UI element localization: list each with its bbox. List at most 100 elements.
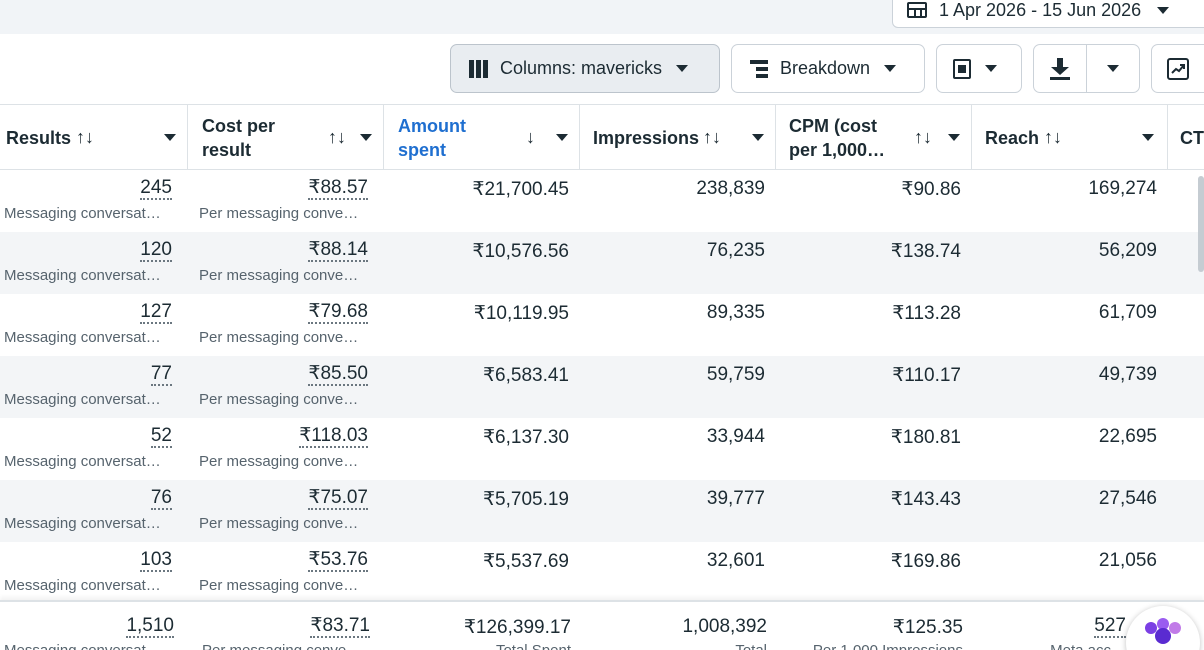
cost-per-result-value[interactable]: ₹118.03 — [299, 425, 368, 448]
chevron-down-icon[interactable] — [360, 134, 372, 141]
reach-value: 169,274 — [1088, 178, 1157, 199]
impressions-value: 59,759 — [706, 364, 765, 385]
amount-spent-value: ₹6,137.30 — [482, 427, 569, 448]
total-results[interactable]: 1,510 — [126, 615, 174, 638]
impressions-value: 39,777 — [706, 488, 765, 509]
vertical-scrollbar[interactable] — [1198, 176, 1204, 272]
breakdown-button[interactable]: Breakdown — [731, 44, 925, 93]
sort-icon[interactable]: ↑↓ — [703, 127, 721, 147]
breakdown-button-label: Breakdown — [780, 58, 871, 78]
column-header-amount-spent[interactable]: Amount spent ↓ — [384, 105, 580, 170]
column-header-results[interactable]: Results ↑↓ — [0, 105, 188, 170]
table-toolbar: Columns: mavericks Breakdown — [0, 34, 1204, 104]
column-header-ctr[interactable]: CT — [1180, 127, 1204, 148]
chevron-down-icon — [884, 65, 897, 72]
impressions-value: 76,235 — [706, 240, 765, 261]
cost-per-result-value[interactable]: ₹75.07 — [308, 487, 368, 510]
table-row[interactable]: 120 Messaging conversat… ₹88.14 Per messagi… — [0, 232, 1204, 294]
sort-icon[interactable]: ↑↓ — [76, 127, 94, 147]
total-results-label: Messaging conversat… — [4, 642, 161, 650]
impressions-value: 89,335 — [706, 302, 765, 323]
calendar-icon — [907, 2, 927, 18]
table-row[interactable]: 245 Messaging conversat… ₹88.57 Per messagi… — [0, 170, 1204, 232]
impressions-value: 238,839 — [696, 178, 765, 199]
cpm-value: ₹143.43 — [890, 489, 961, 510]
reach-value: 56,209 — [1098, 240, 1157, 261]
date-range-picker[interactable]: 1 Apr 2026 - 15 Jun 2026 — [892, 0, 1204, 28]
cost-per-result-value[interactable]: ₹88.14 — [308, 239, 368, 262]
sort-icon[interactable]: ↑↓ — [1044, 127, 1062, 147]
report-icon — [953, 58, 971, 79]
results-value[interactable]: 103 — [140, 549, 172, 572]
cost-per-result-type: Per messaging conve… — [199, 329, 359, 346]
table-row[interactable]: 52 Messaging conversat… ₹118.03 Per messagi… — [0, 418, 1204, 480]
total-reach[interactable]: 527 — [1094, 615, 1126, 638]
total-impressions-label: Total — [735, 642, 767, 650]
results-value[interactable]: 76 — [150, 487, 172, 510]
impressions-value: 33,944 — [706, 426, 765, 447]
column-header-impressions[interactable]: Impressions ↑↓ — [580, 105, 776, 170]
chevron-down-icon[interactable] — [164, 134, 176, 141]
results-type: Messaging conversat… — [4, 453, 161, 470]
export-button-group — [1033, 44, 1140, 93]
cost-per-result-type: Per messaging conve… — [199, 205, 359, 222]
total-cost-per-result[interactable]: ₹83.71 — [310, 615, 370, 638]
cpm-value: ₹138.74 — [890, 241, 961, 262]
cost-per-result-type: Per messaging conve… — [199, 453, 359, 470]
sort-descending-icon[interactable]: ↓ — [526, 127, 535, 147]
charts-button[interactable] — [1151, 44, 1204, 93]
reach-value: 22,695 — [1098, 426, 1157, 447]
column-header-reach[interactable]: Reach ↑↓ — [972, 105, 1168, 170]
cpm-value: ₹90.86 — [901, 179, 961, 200]
amount-spent-value: ₹10,576.56 — [472, 241, 569, 262]
breakdown-icon — [750, 59, 768, 78]
cpm-value: ₹180.81 — [890, 427, 961, 448]
cost-per-result-value[interactable]: ₹85.50 — [308, 363, 368, 386]
table-row[interactable]: 103 Messaging conversat… ₹53.76 Per messagi… — [0, 542, 1204, 604]
assistant-button[interactable] — [1126, 606, 1200, 650]
total-amount-spent: ₹126,399.17 — [463, 617, 571, 638]
cost-per-result-value[interactable]: ₹79.68 — [308, 301, 368, 324]
results-value[interactable]: 127 — [140, 301, 172, 324]
chevron-down-icon[interactable] — [556, 134, 568, 141]
results-value[interactable]: 245 — [140, 177, 172, 200]
impressions-value: 32,601 — [706, 550, 765, 571]
chevron-down-icon[interactable] — [1142, 134, 1154, 141]
cost-per-result-type: Per messaging conve… — [199, 515, 359, 532]
chevron-down-icon — [1157, 6, 1170, 14]
reports-button[interactable] — [936, 44, 1022, 93]
amount-spent-value: ₹5,537.69 — [482, 551, 569, 572]
chevron-down-icon — [676, 65, 689, 72]
results-type: Messaging conversat… — [4, 205, 161, 222]
column-header-cpm[interactable]: CPM (cost per 1,000… ↑↓ — [776, 105, 972, 170]
total-cpm: ₹125.35 — [892, 617, 963, 638]
sort-icon[interactable]: ↑↓ — [914, 127, 932, 147]
results-value[interactable]: 120 — [140, 239, 172, 262]
reach-value: 27,546 — [1098, 488, 1157, 509]
table-row[interactable]: 77 Messaging conversat… ₹85.50 Per messagin… — [0, 356, 1204, 418]
download-icon — [1049, 57, 1070, 80]
cost-per-result-value[interactable]: ₹88.57 — [308, 177, 368, 200]
results-value[interactable]: 77 — [150, 363, 172, 386]
cost-per-result-type: Per messaging conve… — [199, 391, 359, 408]
export-button[interactable] — [1034, 45, 1087, 92]
chevron-down-icon[interactable] — [752, 134, 764, 141]
table-header: Results ↑↓ Cost per result ↑↓ Amount spent… — [0, 104, 1204, 170]
results-value[interactable]: 52 — [150, 425, 172, 448]
sort-icon[interactable]: ↑↓ — [328, 127, 346, 147]
cost-per-result-type: Per messaging conve… — [199, 577, 359, 594]
reach-value: 61,709 — [1098, 302, 1157, 323]
table-row[interactable]: 127 Messaging conversat… ₹79.68 Per messagi… — [0, 294, 1204, 356]
cost-per-result-value[interactable]: ₹53.76 — [308, 549, 368, 572]
export-options-button[interactable] — [1087, 45, 1140, 92]
total-amount-label: Total Spent — [496, 642, 571, 650]
chevron-down-icon[interactable] — [948, 134, 960, 141]
column-header-cost-per-result[interactable]: Cost per result ↑↓ — [188, 105, 384, 170]
trend-chart-icon — [1167, 57, 1189, 80]
table-row[interactable]: 76 Messaging conversat… ₹75.07 Per messagin… — [0, 480, 1204, 542]
total-reach-label: Meta acc… — [1050, 642, 1126, 650]
total-cost-label: Per messaging conve… — [202, 642, 361, 650]
results-type: Messaging conversat… — [4, 391, 161, 408]
results-type: Messaging conversat… — [4, 267, 161, 284]
columns-button[interactable]: Columns: mavericks — [450, 44, 720, 93]
